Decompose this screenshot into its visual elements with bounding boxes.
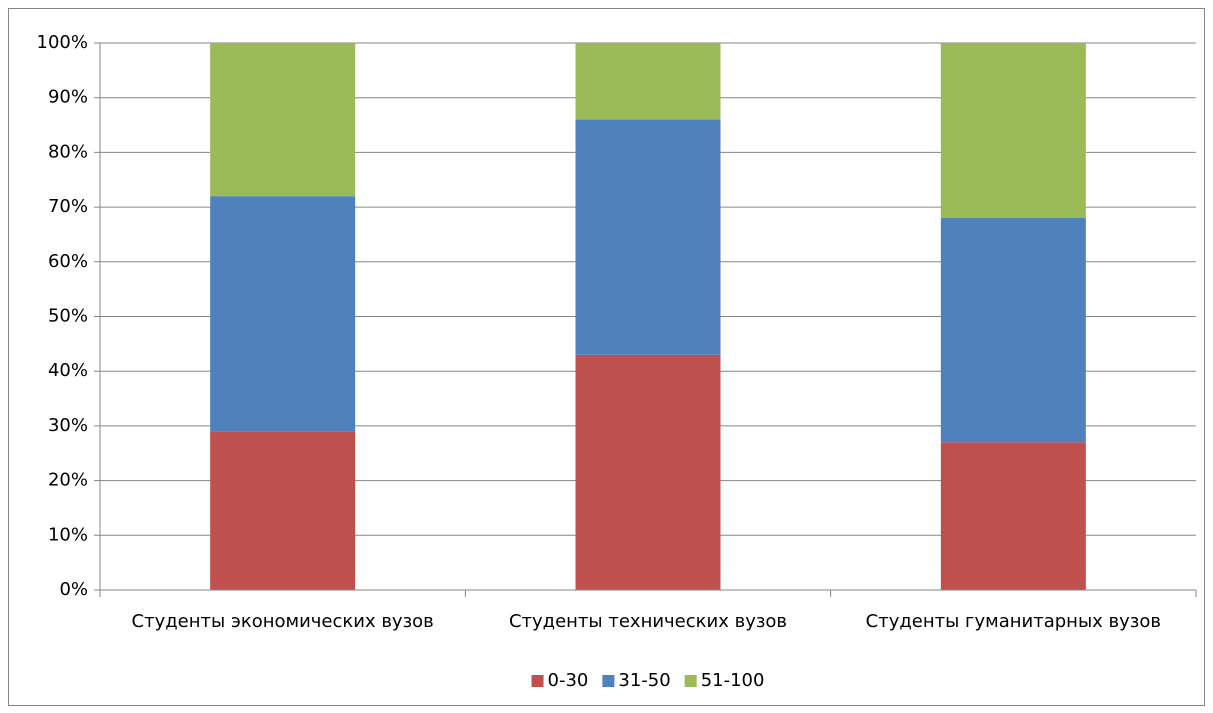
y-tick-label: 80% — [48, 141, 88, 162]
legend-label: 31-50 — [618, 670, 670, 691]
legend: 0-30 31-50 51-100 — [531, 670, 765, 691]
y-tick-label: 40% — [48, 360, 88, 381]
bar-segment — [210, 196, 356, 432]
y-tick-label: 90% — [48, 87, 88, 108]
bar-segment — [940, 218, 1086, 443]
y-tick-label: 100% — [37, 32, 88, 53]
bar-segment — [940, 43, 1086, 219]
y-tick-label: 60% — [48, 251, 88, 272]
y-tick-label: 70% — [48, 196, 88, 217]
x-tick-label: Студенты технических вузов — [509, 611, 787, 632]
y-tick-label: 0% — [59, 579, 88, 600]
legend-swatch — [531, 675, 544, 687]
y-tick-label: 10% — [48, 524, 88, 545]
x-tick-label: Студенты экономических вузов — [132, 611, 434, 632]
bar-segment — [210, 431, 356, 590]
bar-segment — [575, 354, 721, 590]
y-tick-label: 20% — [48, 470, 88, 491]
y-tick-label: 50% — [48, 306, 88, 327]
bar-segment — [210, 43, 356, 197]
legend-swatch — [602, 675, 615, 687]
y-tick-label: 30% — [48, 415, 88, 436]
x-tick-label: Студенты гуманитарных вузов — [866, 611, 1161, 632]
legend-swatch — [684, 675, 697, 687]
legend-label: 51-100 — [701, 670, 765, 691]
bar-segment — [575, 119, 721, 355]
legend-label: 0-30 — [548, 670, 589, 691]
bar-segment — [575, 43, 721, 120]
bar-segment — [940, 442, 1086, 590]
